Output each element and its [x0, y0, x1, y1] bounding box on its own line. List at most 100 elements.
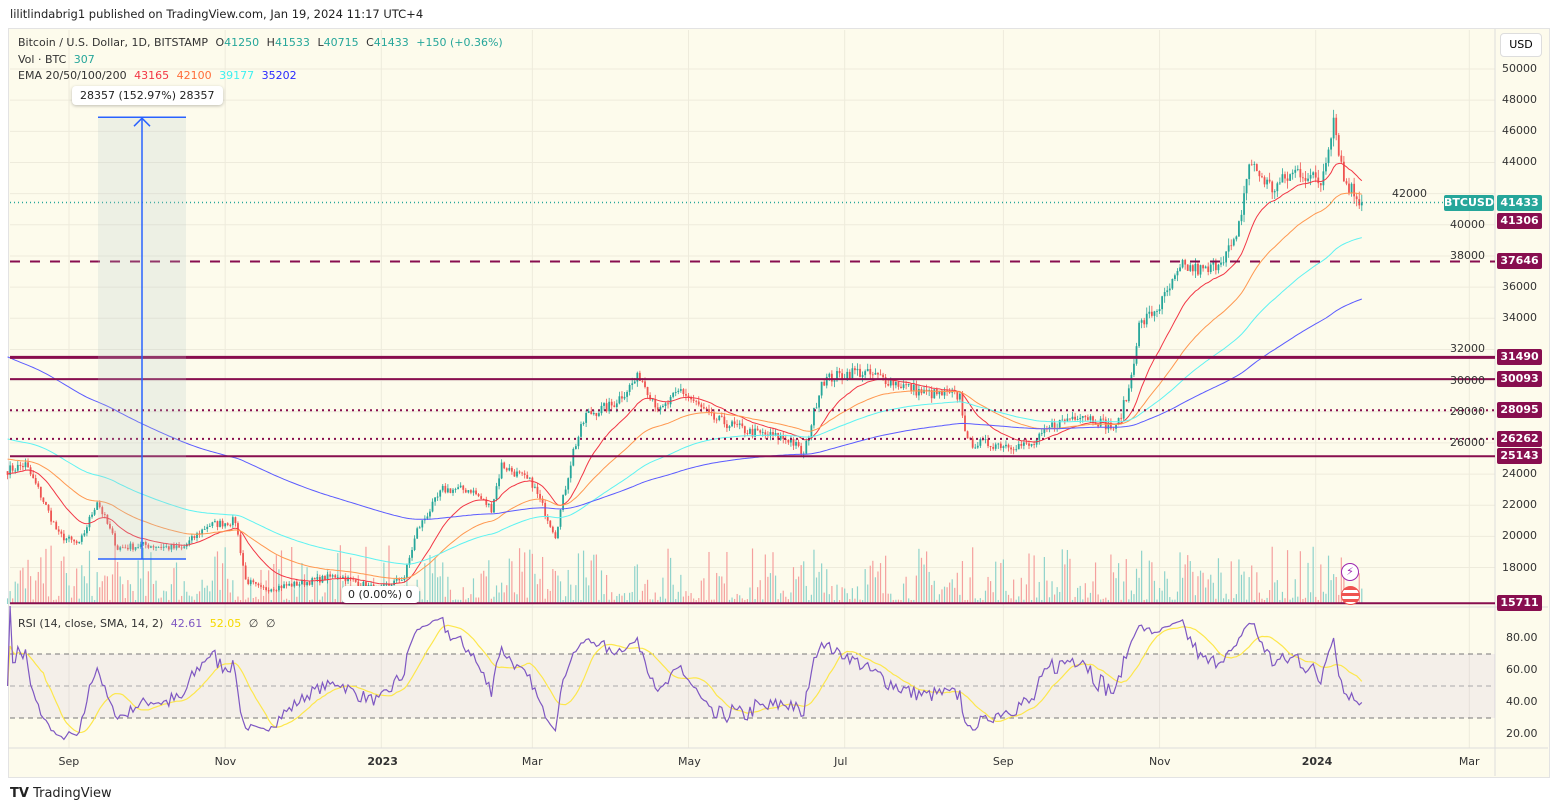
volume-bar [1297, 596, 1299, 604]
candle-body [454, 489, 457, 490]
candle-body [260, 585, 262, 587]
volume-bar [1325, 593, 1327, 604]
volume-bar [961, 561, 964, 604]
volume-bar [457, 599, 459, 604]
volume-bar [954, 587, 956, 604]
candle-body [60, 531, 63, 534]
volume-bar [565, 596, 567, 604]
candle-body [1043, 428, 1046, 434]
candle-body [139, 544, 142, 547]
time-tick-label: Mar [521, 755, 543, 768]
volume-bar [698, 598, 700, 604]
candle-body [549, 520, 552, 527]
candle-body [1335, 117, 1338, 136]
candle-body [19, 464, 22, 466]
candle-body [894, 382, 897, 386]
low-value: 40715 [323, 36, 359, 49]
volume-bar [536, 584, 539, 604]
candle-body [441, 485, 444, 491]
candle-body [114, 533, 116, 546]
candle-body [1153, 311, 1156, 316]
candle-body [628, 385, 631, 392]
us-flag-event-icon[interactable] [1341, 586, 1360, 605]
candle-body [1325, 163, 1327, 172]
volume-bar [78, 598, 80, 604]
volume-bar [106, 576, 108, 604]
volume-bar [475, 597, 477, 604]
price-tick-label: 38000 [1450, 248, 1485, 262]
candle-body [119, 547, 122, 550]
candle-body [1322, 171, 1325, 186]
volume-bar [1118, 563, 1120, 604]
volume-bar [442, 562, 444, 604]
candle-body [1212, 261, 1215, 265]
volume-bar [1087, 597, 1089, 604]
volume-bar [774, 575, 777, 604]
candle-body [221, 520, 224, 527]
volume-bar [792, 567, 795, 604]
price-tick-label: 26000 [1450, 435, 1485, 449]
volume-bar [818, 571, 820, 604]
volume-bar [83, 576, 85, 604]
currency-button[interactable]: USD [1500, 33, 1542, 57]
volume-bar [936, 599, 938, 604]
candle-body [738, 423, 741, 425]
candle-body [365, 581, 367, 588]
volume-bar [30, 576, 32, 604]
candle-body [562, 494, 564, 510]
volume-bar [1107, 599, 1109, 604]
volume-bar [268, 570, 270, 604]
volume-bar [124, 598, 126, 604]
volume-bar [657, 599, 659, 604]
volume-bar [280, 550, 283, 604]
volume-bar [1235, 594, 1237, 604]
volume-bar [531, 553, 533, 604]
volume-bar [905, 576, 907, 604]
volume-bar [142, 547, 144, 604]
volume-bar [55, 599, 57, 604]
volume-bar [1176, 591, 1179, 604]
chart-frame[interactable] [8, 28, 1550, 778]
candle-body [536, 486, 539, 494]
candle-body [65, 538, 68, 541]
price-tick-label: 30000 [1450, 373, 1485, 387]
volume-bar [552, 569, 554, 604]
candle-body [633, 381, 636, 384]
volume-bar [426, 599, 428, 604]
candle-body [626, 391, 628, 397]
volume-bar [1138, 577, 1140, 604]
candle-body [1248, 164, 1251, 180]
volume-bar [529, 549, 531, 604]
candle-body [47, 504, 50, 511]
candle-body [999, 443, 1002, 448]
candle-body [278, 585, 280, 591]
candle-body [24, 462, 27, 468]
candle-body [815, 407, 818, 409]
volume-bar [204, 587, 206, 604]
volume-bar [902, 583, 905, 604]
volume-bar [488, 560, 490, 604]
volume-bar [22, 567, 24, 604]
volume-bar [670, 557, 672, 604]
volume-bar [1020, 577, 1022, 604]
candle-body [467, 490, 470, 493]
candle-body [989, 446, 992, 447]
candle-body [1163, 292, 1166, 297]
candle-body [805, 440, 808, 454]
volume-bar [467, 598, 469, 604]
volume-bar [1066, 549, 1068, 604]
candle-body [726, 424, 728, 429]
candle-body [1061, 419, 1064, 421]
candle-body [1340, 155, 1343, 162]
volume-bar [882, 593, 884, 604]
volume-bar [296, 596, 298, 604]
candle-body [836, 371, 838, 381]
lightning-event-icon[interactable]: ⚡ [1341, 563, 1359, 581]
volume-bar [1038, 581, 1040, 604]
candle-body [882, 374, 884, 378]
candle-body [267, 590, 270, 592]
candle-body [790, 438, 792, 443]
volume-bar [1182, 577, 1184, 604]
candle-body [1245, 179, 1248, 194]
